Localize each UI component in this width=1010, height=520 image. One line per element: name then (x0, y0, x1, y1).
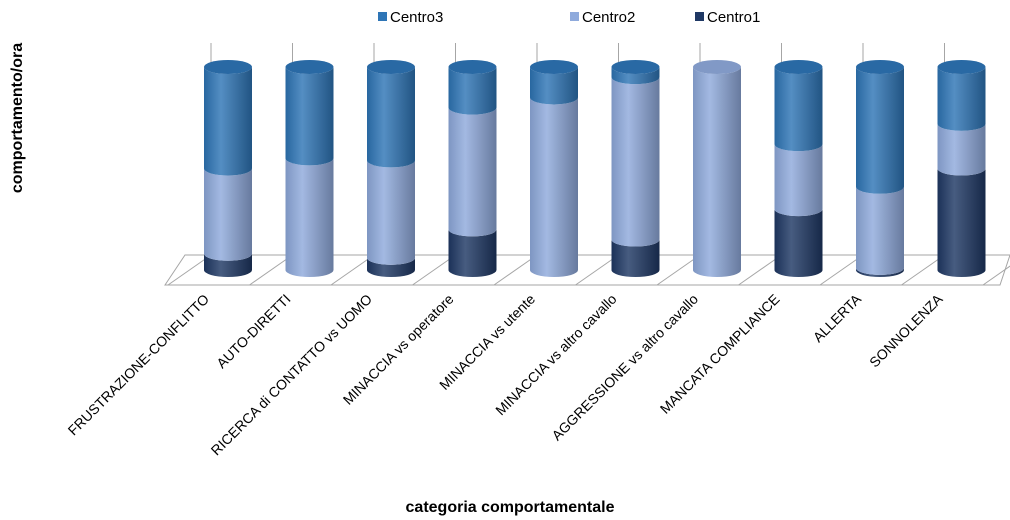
bar-stack (285, 60, 334, 277)
bar-segment-centro2 (937, 123, 986, 176)
bar-top-cap (530, 60, 578, 74)
legend-swatch (570, 12, 579, 21)
x-axis-title: categoria comportamentale (406, 499, 615, 516)
x-tick-label: SONNOLENZA (866, 290, 946, 370)
bar-top-cap (693, 60, 741, 74)
bar-segment-centro1 (611, 239, 660, 277)
bar-segment-centro3 (611, 67, 660, 85)
bar-segment-centro2 (204, 168, 252, 261)
legend-item-centro3: Centro3 (378, 9, 443, 26)
bar-segment-centro3 (530, 67, 578, 105)
legend-label: Centro3 (390, 9, 443, 26)
bar-segment-centro3 (285, 67, 334, 166)
legend-swatch (378, 12, 387, 21)
bar-stack (204, 60, 252, 277)
bar-stack (611, 60, 660, 277)
bar-stack (693, 60, 741, 277)
legend: Centro3 Centro2 Centro1 (378, 9, 760, 26)
x-tick-labels: FRUSTRAZIONE-CONFLITTO AUTO-DIRETTIRICERC… (65, 290, 946, 458)
bar-segment-centro1 (774, 209, 823, 277)
legend-label: Centro2 (582, 9, 635, 26)
bar-top-cap (611, 60, 660, 74)
bar-stack (367, 60, 415, 277)
bar-stack (856, 60, 904, 277)
bar-segment-centro3 (937, 67, 986, 131)
bar-segment-centro1 (937, 168, 986, 277)
legend-item-centro1: Centro1 (695, 9, 760, 26)
x-tick-label: FRUSTRAZIONE-CONFLITTO (65, 291, 213, 439)
bar-top-cap (367, 60, 415, 74)
bar-segment-centro3 (367, 67, 415, 168)
x-tick-label: RICERCA di CONTATTO vs UOMO (208, 291, 376, 459)
legend-label: Centro1 (707, 9, 760, 26)
bar-segment-centro2 (448, 107, 497, 237)
bars (204, 60, 986, 277)
legend-swatch (695, 12, 704, 21)
bar-segment-centro2 (285, 158, 334, 277)
legend-item-centro2: Centro2 (570, 9, 635, 26)
bar-top-cap (856, 60, 904, 74)
bar-segment-centro2 (367, 160, 415, 265)
bar-segment-centro1 (204, 253, 252, 277)
bar-segment-centro3 (774, 67, 823, 152)
bar-stack (530, 60, 578, 277)
bar-segment-centro2 (611, 77, 660, 247)
x-tick-label: ALLERTA (810, 290, 865, 345)
bar-segment-centro2 (693, 67, 741, 277)
bar-segment-centro2 (856, 186, 904, 275)
bar-top-cap (937, 60, 986, 74)
bar-segment-centro1 (367, 257, 415, 277)
bar-segment-centro1 (448, 229, 497, 277)
bar-segment-centro1 (856, 267, 904, 277)
bar-top-cap (448, 60, 497, 74)
x-tick-label: AGGRESSIONE vs altro cavallo (548, 291, 701, 444)
bar-stack (937, 60, 986, 277)
bar-segment-centro2 (774, 144, 823, 217)
bar-segment-centro2 (530, 97, 578, 277)
bar-top-cap (285, 60, 334, 74)
x-tick-label: AUTO-DIRETTI (213, 291, 293, 371)
bar-stack (774, 60, 823, 277)
bar-top-cap (204, 60, 252, 74)
bar-top-cap (774, 60, 823, 74)
bar-segment-centro3 (448, 67, 497, 115)
bar-segment-centro3 (856, 67, 904, 194)
bar-stack (448, 60, 497, 277)
y-axis-title: comportamento/ora (9, 43, 26, 193)
bar-segment-centro3 (204, 67, 252, 176)
